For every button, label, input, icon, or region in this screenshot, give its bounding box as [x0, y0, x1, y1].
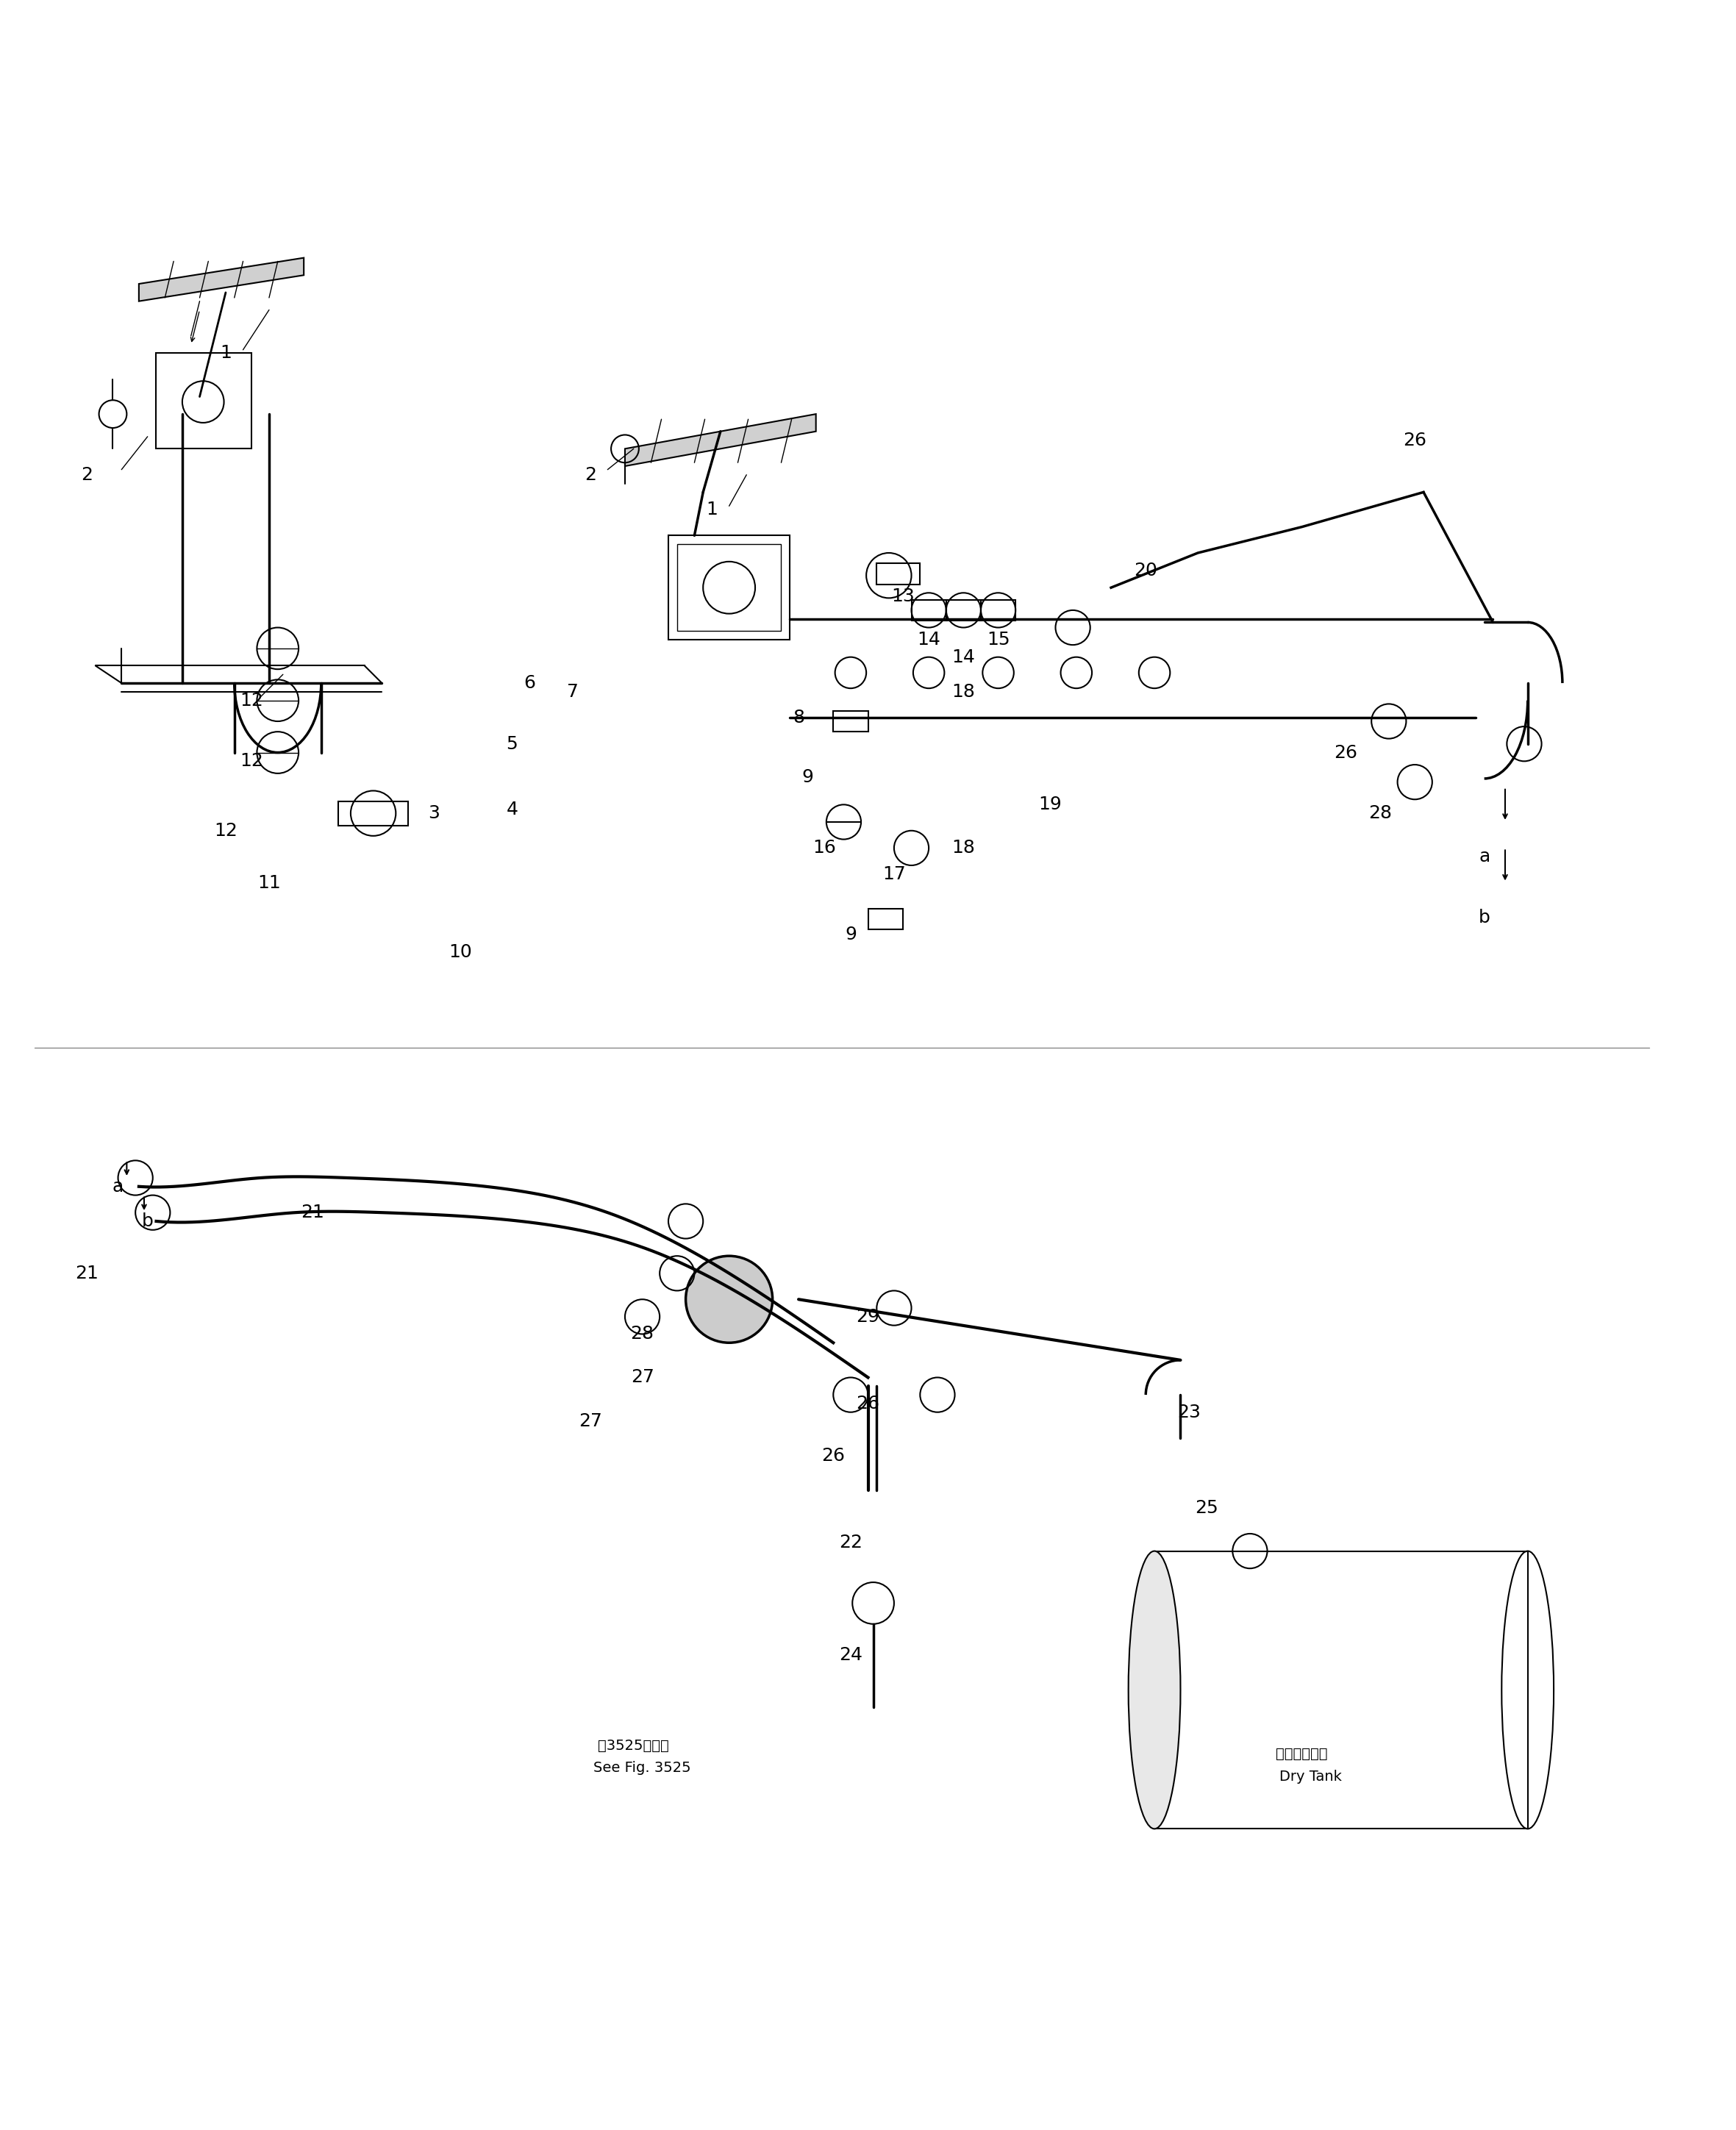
Text: 9: 9 — [845, 927, 856, 944]
Text: 29: 29 — [856, 1308, 880, 1325]
Text: 26: 26 — [1333, 743, 1358, 760]
Bar — [1154, 1551, 1528, 1830]
Text: a: a — [1479, 848, 1489, 865]
Text: 12: 12 — [240, 752, 264, 771]
Text: 3: 3 — [429, 805, 439, 822]
Text: 6: 6 — [524, 675, 535, 692]
Text: See Fig. 3525: See Fig. 3525 — [594, 1762, 691, 1774]
Text: 25: 25 — [1194, 1500, 1219, 1517]
Polygon shape — [625, 413, 816, 466]
Bar — [156, 354, 252, 449]
Text: 23: 23 — [1177, 1404, 1201, 1421]
Bar — [677, 545, 781, 630]
Bar — [339, 801, 408, 826]
Text: 2: 2 — [585, 466, 595, 484]
Bar — [833, 711, 868, 733]
Text: 1: 1 — [220, 345, 231, 362]
Text: 26: 26 — [1403, 430, 1427, 449]
Text: b: b — [1479, 910, 1489, 927]
Bar — [981, 601, 1016, 620]
Text: 9: 9 — [802, 769, 812, 786]
Text: ドライタンク: ドライタンク — [1276, 1747, 1328, 1762]
Text: 13: 13 — [891, 588, 915, 605]
Text: 24: 24 — [838, 1646, 863, 1664]
Text: 21: 21 — [75, 1265, 99, 1282]
Text: 第3525図参照: 第3525図参照 — [599, 1738, 668, 1753]
Text: 2: 2 — [82, 466, 92, 484]
Text: b: b — [142, 1212, 153, 1229]
Text: 11: 11 — [257, 873, 281, 892]
Text: 14: 14 — [917, 630, 941, 648]
Text: 28: 28 — [1368, 805, 1392, 822]
Text: 16: 16 — [812, 839, 837, 856]
Bar — [877, 562, 920, 584]
Text: 18: 18 — [951, 684, 976, 701]
Text: 22: 22 — [838, 1534, 863, 1551]
Text: 20: 20 — [1134, 562, 1158, 579]
Bar — [668, 535, 790, 639]
Text: 26: 26 — [856, 1395, 880, 1412]
Text: 14: 14 — [951, 648, 976, 667]
Circle shape — [686, 1257, 773, 1342]
Text: 1: 1 — [707, 501, 717, 518]
Text: 21: 21 — [300, 1203, 325, 1220]
Text: 10: 10 — [448, 944, 472, 961]
Bar — [868, 910, 903, 929]
Text: 18: 18 — [951, 839, 976, 856]
Text: 8: 8 — [793, 709, 804, 726]
Text: 5: 5 — [507, 735, 517, 752]
Bar — [946, 601, 981, 620]
Bar — [911, 601, 946, 620]
Text: 19: 19 — [1038, 797, 1062, 814]
Text: a: a — [113, 1178, 123, 1195]
Text: 4: 4 — [507, 801, 517, 818]
Text: 12: 12 — [214, 822, 238, 839]
Ellipse shape — [1128, 1551, 1180, 1830]
Polygon shape — [139, 258, 304, 300]
Text: 28: 28 — [630, 1325, 654, 1342]
Text: 7: 7 — [568, 684, 578, 701]
Text: 26: 26 — [821, 1446, 845, 1465]
Text: 17: 17 — [882, 865, 906, 882]
Text: 27: 27 — [578, 1412, 602, 1429]
Text: 27: 27 — [630, 1370, 654, 1387]
Text: 15: 15 — [986, 630, 1010, 648]
Text: Dry Tank: Dry Tank — [1279, 1770, 1342, 1783]
Text: 12: 12 — [240, 692, 264, 709]
